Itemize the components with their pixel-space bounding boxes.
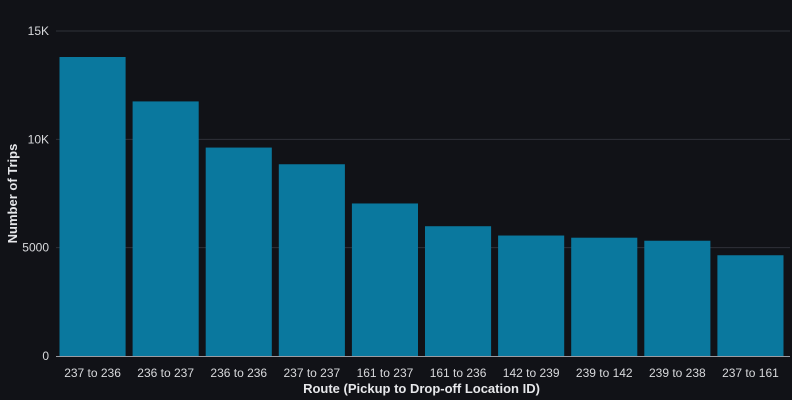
- bar: [498, 235, 565, 356]
- bar: [571, 237, 638, 356]
- x-tick-label: 142 to 239: [503, 366, 560, 380]
- y-tick-label: 5000: [22, 241, 49, 255]
- y-tick-label: 0: [42, 349, 49, 363]
- x-tick-label: 237 to 236: [64, 366, 121, 380]
- bar: [644, 240, 711, 356]
- bar: [59, 57, 126, 356]
- x-tick-label: 236 to 236: [210, 366, 267, 380]
- x-tick-label: 237 to 161: [722, 366, 779, 380]
- x-tick-label: 239 to 238: [649, 366, 706, 380]
- x-tick-label: 239 to 142: [576, 366, 633, 380]
- bar: [132, 101, 199, 357]
- bar: [278, 164, 345, 356]
- x-tick-label: 237 to 237: [283, 366, 340, 380]
- x-tick-label: 161 to 237: [357, 366, 414, 380]
- x-axis-title: Route (Pickup to Drop-off Location ID): [303, 381, 540, 396]
- x-tick-label: 236 to 237: [137, 366, 194, 380]
- x-tick-label: 161 to 236: [430, 366, 487, 380]
- x-axis-ticks: 237 to 236 236 to 237 236 to 236 237 to 237…: [64, 366, 779, 380]
- y-tick-label: 15K: [28, 24, 49, 38]
- bar: [351, 203, 418, 356]
- bars: [59, 57, 784, 357]
- y-axis-title: Number of Trips: [5, 144, 20, 244]
- y-axis-ticks: 0 5000 10K 15K: [22, 24, 49, 363]
- bar: [717, 255, 784, 356]
- bar: [205, 147, 272, 356]
- bar: [425, 226, 492, 356]
- y-tick-label: 10K: [28, 132, 49, 146]
